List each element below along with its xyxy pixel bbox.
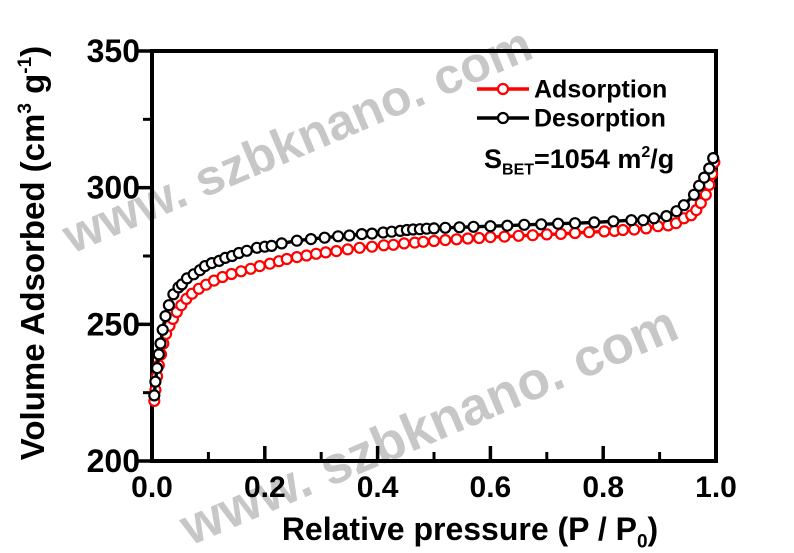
- legend-marker: [496, 111, 510, 125]
- x-tick-label: 0.4: [357, 471, 399, 504]
- data-point-marker: [290, 234, 303, 247]
- data-point-marker: [535, 218, 548, 231]
- data-point-marker: [660, 210, 673, 223]
- x-tick-label: 0.6: [470, 471, 512, 504]
- x-axis-title: Relative pressure (P / P0): [282, 511, 658, 553]
- data-point-marker: [501, 219, 514, 232]
- data-point-marker: [554, 227, 568, 240]
- data-point-marker: [330, 245, 343, 258]
- data-point-marker: [598, 225, 611, 238]
- y-axis-title: Volume Adsorbed (cm3 g-1): [14, 46, 51, 460]
- data-point-marker: [526, 229, 539, 242]
- data-point-marker: [417, 235, 430, 248]
- data-point-marker: [625, 214, 638, 227]
- data-point-marker: [365, 227, 379, 240]
- series-adsorption: [148, 156, 721, 407]
- y-tick-label: 200: [87, 443, 140, 479]
- y-axis: 200 250 300 350: [87, 33, 150, 479]
- data-point-marker: [484, 231, 497, 244]
- data-point-marker: [703, 162, 716, 175]
- data-point-marker: [439, 221, 452, 234]
- data-point-marker: [484, 220, 497, 233]
- x-tick-label: 1.0: [695, 471, 737, 504]
- data-point-marker: [290, 251, 303, 264]
- data-point-marker: [318, 231, 331, 244]
- x-tick-label: 0.0: [131, 471, 173, 504]
- series-desorption: [148, 152, 720, 402]
- data-point-marker: [265, 239, 278, 252]
- data-point-marker: [310, 247, 323, 260]
- data-point-marker: [332, 230, 345, 243]
- legend-item-adsorption: Adsorption: [477, 76, 667, 104]
- y-tick-label: 300: [87, 170, 140, 206]
- data-point-marker: [518, 218, 531, 231]
- data-point-marker: [453, 221, 466, 234]
- data-point-marker: [687, 188, 701, 201]
- data-point-marker: [149, 375, 162, 388]
- data-point-marker: [225, 267, 238, 281]
- legend-marker: [496, 82, 510, 96]
- data-point-marker: [540, 228, 553, 241]
- data-point-marker: [568, 217, 582, 230]
- data-point-marker: [677, 199, 691, 212]
- data-point-marker: [551, 217, 565, 230]
- plot-frame: [150, 49, 718, 463]
- data-point-marker: [235, 265, 248, 278]
- data-point-marker: [461, 232, 474, 245]
- data-point-marker: [151, 362, 164, 375]
- data-point-marker: [588, 216, 601, 229]
- data-point-marker: [427, 222, 441, 235]
- data-point-marker: [707, 152, 720, 165]
- data-point-marker: [607, 215, 620, 228]
- data-point-marker: [353, 241, 366, 254]
- data-point-marker: [498, 230, 511, 243]
- data-point-marker: [253, 260, 266, 273]
- data-point-marker: [473, 231, 486, 245]
- data-point-marker: [647, 212, 661, 225]
- data-point-marker: [304, 233, 318, 246]
- data-point-marker: [698, 171, 711, 184]
- data-point-marker: [568, 226, 582, 240]
- data-point-marker: [240, 244, 253, 257]
- data-point-marker: [162, 299, 175, 312]
- x-tick-label: 0.2: [244, 471, 286, 504]
- data-point-marker: [343, 229, 356, 242]
- data-point-marker: [512, 229, 525, 242]
- data-point-marker: [398, 237, 411, 250]
- data-point-marker: [319, 246, 332, 259]
- data-point-marker: [450, 233, 463, 246]
- legend-label: Adsorption: [534, 76, 667, 104]
- data-point-marker: [154, 337, 167, 350]
- data-point-marker: [341, 243, 354, 256]
- data-point-marker: [355, 228, 368, 241]
- data-point-marker: [637, 214, 650, 227]
- data-point-marker: [156, 323, 169, 336]
- data-point-marker: [275, 237, 288, 250]
- axes: 0.0 0.2 0.4 0.6 0.8 1.0 200 250 300 350 Relative p…: [14, 33, 737, 553]
- data-point-marker: [148, 389, 161, 402]
- x-axis: 0.0 0.2 0.4 0.6 0.8 1.0: [131, 446, 737, 504]
- data-point-marker: [439, 234, 452, 247]
- data-point-marker: [582, 226, 596, 239]
- data-point-marker: [159, 310, 172, 323]
- legend-label: Desorption: [534, 105, 666, 133]
- y-tick-label: 250: [87, 306, 140, 342]
- data-point-marker: [280, 252, 293, 266]
- data-point-marker: [699, 188, 712, 201]
- data-point-marker: [387, 238, 400, 251]
- sbet-annotation: SBET=1054 m2/g: [484, 144, 674, 178]
- data-point-marker: [467, 220, 480, 233]
- data-point-marker: [427, 234, 441, 248]
- data-point-marker: [616, 223, 630, 237]
- legend-item-desorption: Desorption: [477, 105, 666, 133]
- data-point-marker: [300, 249, 313, 262]
- data-point-marker: [377, 239, 390, 252]
- data-point-marker: [365, 240, 379, 253]
- x-tick-label: 0.8: [582, 471, 624, 504]
- y-tick-label: 350: [87, 33, 140, 69]
- data-point-marker: [152, 348, 165, 361]
